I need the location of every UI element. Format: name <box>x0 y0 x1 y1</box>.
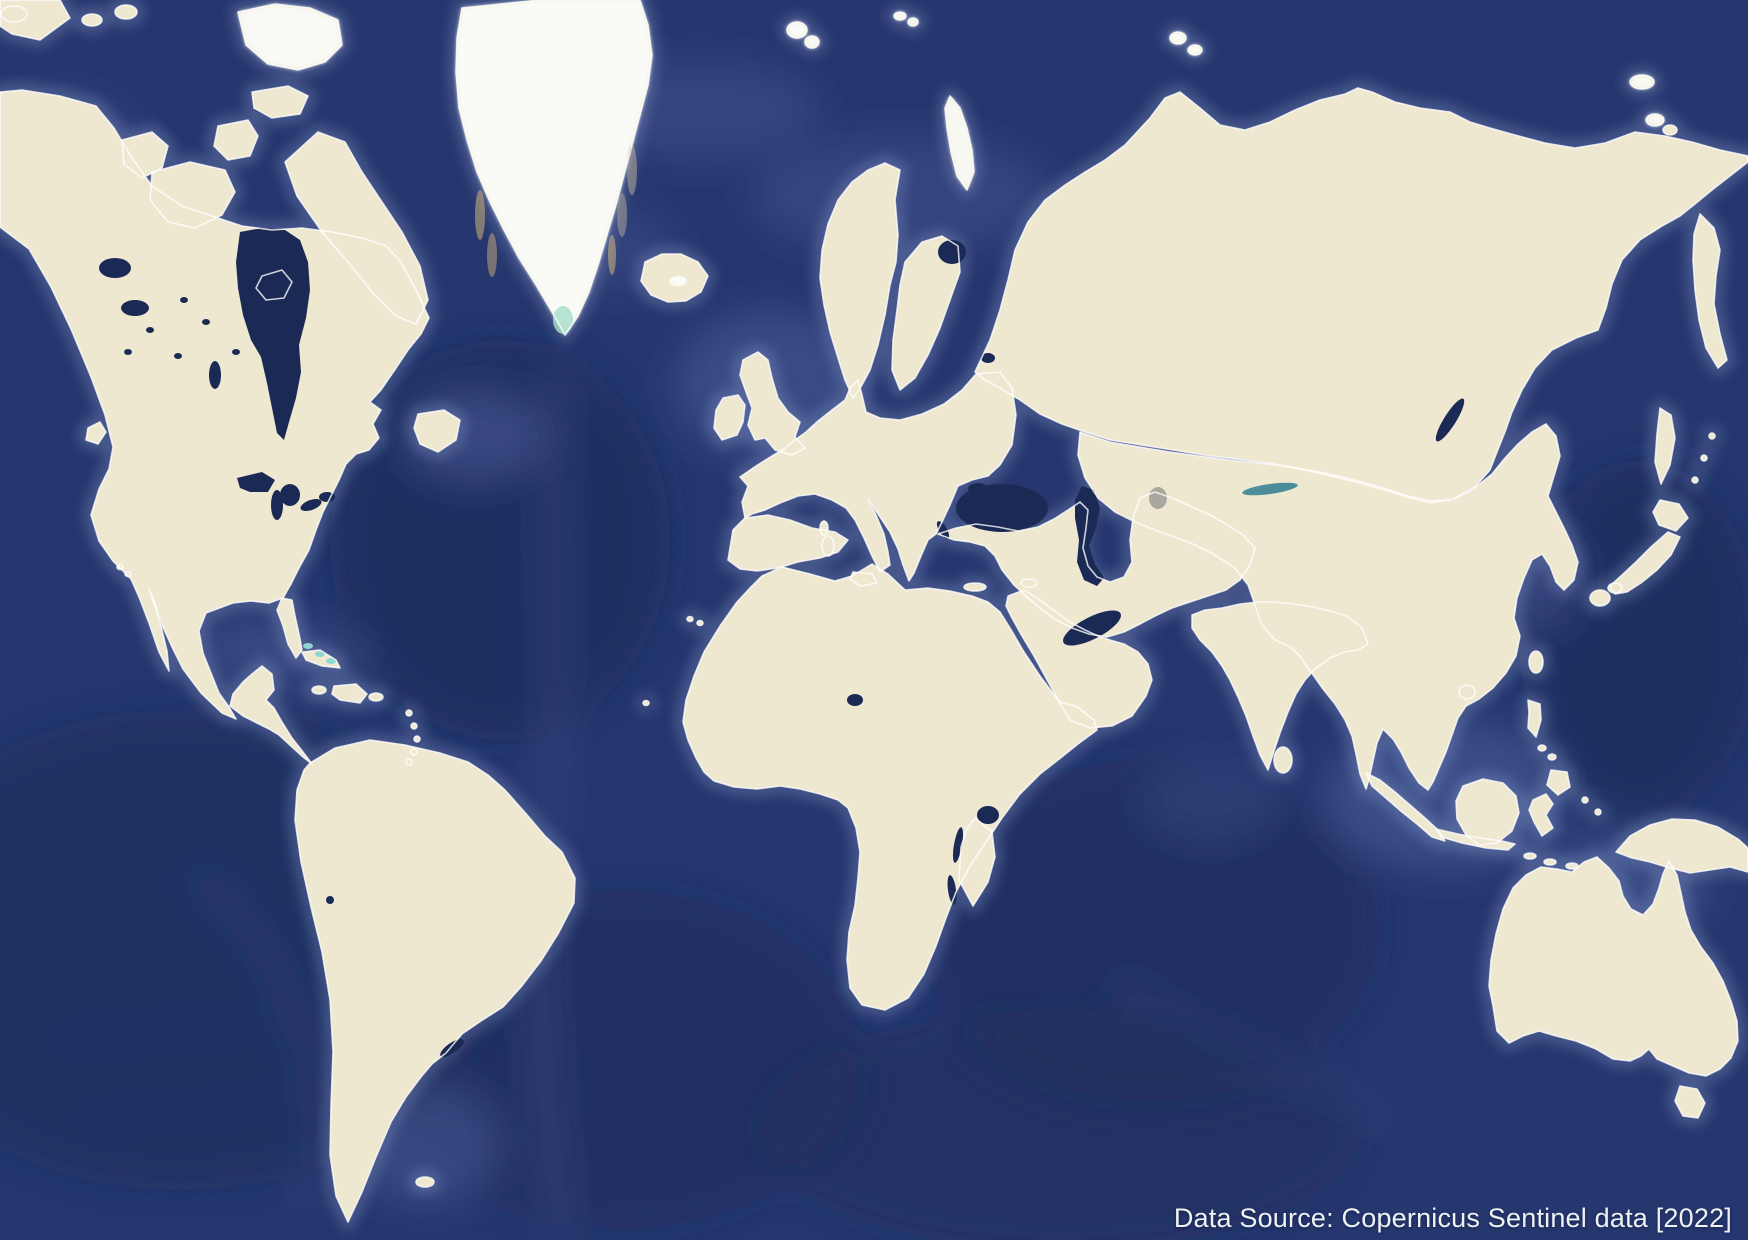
lake-tanganyika <box>952 827 964 863</box>
lake-erie <box>300 498 322 512</box>
boreal-lake-speck <box>174 353 182 359</box>
lake-baikal <box>1435 398 1465 442</box>
data-source-attribution: Data Source: Copernicus Sentinel data [2… <box>1173 1202 1732 1233</box>
white-sea <box>938 240 966 264</box>
persian-gulf <box>1063 610 1121 646</box>
lake-huron <box>280 484 300 506</box>
lakes-inland-seas <box>99 228 1465 1058</box>
lake-superior <box>237 472 275 492</box>
great-bear-lake <box>99 258 131 278</box>
boreal-lake-speck <box>180 297 188 303</box>
lake-balkhash <box>1242 482 1298 496</box>
lake-titicaca <box>326 896 334 904</box>
great-slave-lake <box>121 300 149 316</box>
lake-victoria <box>977 806 999 824</box>
lake-winnipeg <box>209 361 221 389</box>
ice-sheets <box>238 0 1664 335</box>
black-sea <box>956 484 1048 532</box>
boreal-lake-speck <box>232 349 240 355</box>
boreal-lake-speck <box>146 327 154 333</box>
lake-michigan <box>271 490 283 520</box>
boreal-lake-speck <box>124 349 132 355</box>
lake-ladoga <box>981 353 995 363</box>
aral-sea <box>1149 487 1167 509</box>
caspian-sea <box>1075 486 1104 586</box>
boreal-lake-speck <box>202 319 210 325</box>
lake-chad <box>847 694 863 706</box>
sea-of-azov <box>968 483 988 495</box>
coastal-fringe-details <box>303 145 687 664</box>
